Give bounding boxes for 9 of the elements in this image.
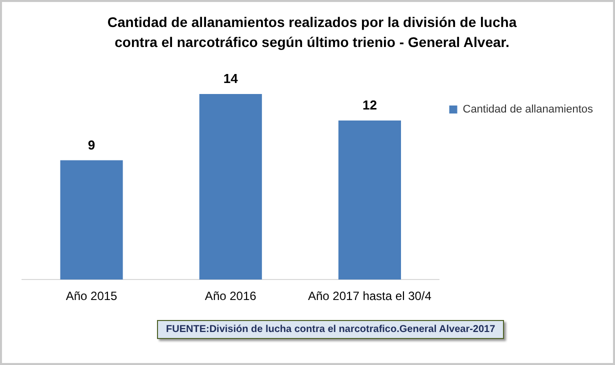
x-tick-label: Año 2015: [66, 289, 118, 304]
x-tick-label: Año 2017 hasta el 30/4: [308, 289, 432, 304]
legend-label: Cantidad de allanamientos: [462, 104, 594, 116]
chart-title: Cantidad de allanamientos realizados por la división de lucha contra el narcotráfico según último trienio - General Alvear.: [106, 13, 518, 52]
data-label: 9: [88, 137, 96, 152]
data-label: 12: [362, 98, 377, 113]
source-note: FUENTE:División de lucha contra el narcotrafico.General Alvear-2017: [157, 320, 504, 339]
x-tick-label: Año 2016: [204, 289, 257, 304]
data-label: 14: [223, 71, 239, 86]
